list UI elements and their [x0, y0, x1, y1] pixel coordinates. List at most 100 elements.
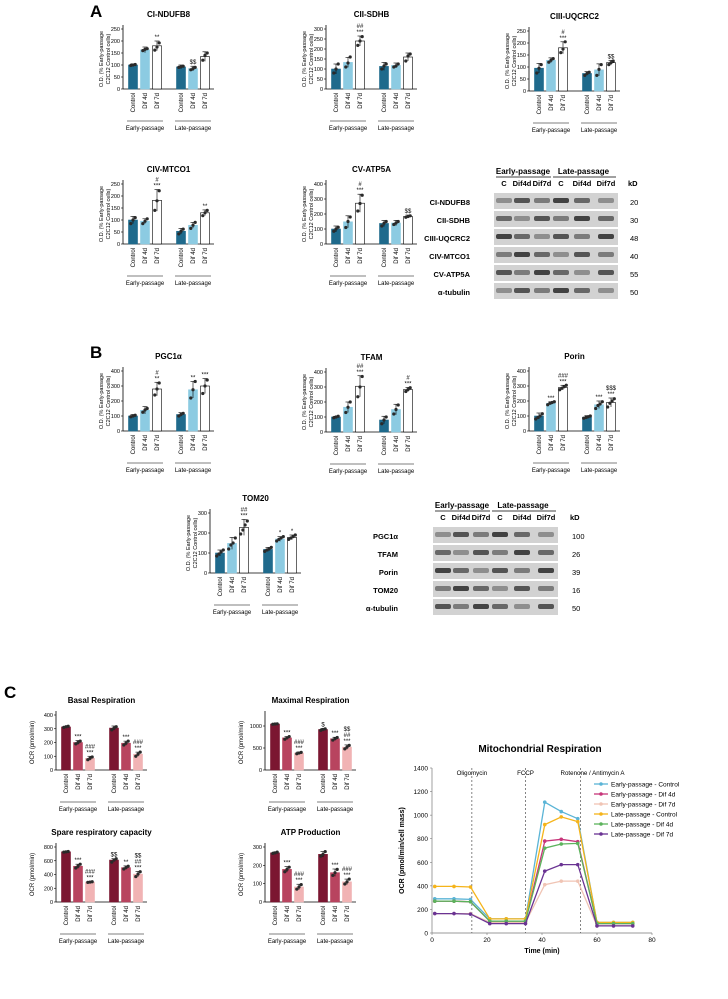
blot-band [435, 568, 451, 573]
data-point [345, 880, 349, 884]
data-point [406, 387, 410, 392]
data-point [155, 45, 159, 49]
significance-marker: $$ [608, 54, 615, 60]
legend-label: Early-passage - Control [611, 782, 680, 789]
series-point [468, 912, 473, 916]
data-point [408, 52, 412, 56]
data-point [138, 870, 142, 874]
significance-marker: ### *** [294, 740, 305, 752]
y-tick-label: 0 [259, 768, 262, 774]
series-point [630, 924, 635, 928]
blot-row-label: CI-NDUFB8 [430, 198, 470, 207]
bar [85, 881, 95, 903]
x-tick-label: Control [273, 774, 279, 793]
significance-marker: ### *** [558, 373, 569, 385]
data-point [299, 882, 303, 887]
legend-label: Late-passage - Dif 4d [611, 822, 674, 829]
blot-band [598, 252, 614, 257]
blot-band [492, 568, 508, 573]
data-point [334, 227, 338, 231]
data-point [406, 54, 410, 58]
data-point [348, 55, 352, 59]
data-point [612, 397, 616, 401]
y-tick-label: 300 [517, 384, 526, 390]
x-tick-label: Dif 7d [406, 436, 412, 452]
x-tick-label: Dif 4d [76, 774, 82, 790]
x-tick-label: Dif 4d [143, 93, 149, 109]
blot-kd-value: 40 [630, 252, 638, 261]
y-tick-label: 200 [314, 47, 323, 53]
y-tick-label: 50 [520, 77, 526, 83]
x-tick-label: Dif 4d [124, 774, 130, 790]
blot-membrane [494, 211, 618, 227]
x-tick-label: Dif 7d [297, 774, 303, 790]
y-tick-label: 300 [314, 197, 323, 203]
data-point [607, 63, 611, 67]
y-tick-label: 800 [44, 845, 53, 851]
data-point [155, 387, 159, 391]
panel-label-b: B [90, 343, 102, 362]
data-point [281, 535, 285, 539]
x-tick-label: Dif 4d [285, 906, 291, 922]
y-tick-label: 100 [253, 882, 262, 888]
y-tick-label: 400 [314, 182, 323, 188]
x-tick-label: Dif 7d [203, 435, 209, 451]
significance-marker: $$ [111, 853, 118, 859]
data-point [181, 227, 185, 231]
blot-lane-label: Dif4d [452, 513, 471, 522]
x-tick-label: Control [266, 577, 272, 596]
blot-band [538, 604, 554, 609]
data-point [611, 59, 615, 63]
x-tick-label: Dif 7d [406, 248, 412, 264]
significance-marker: ## *** [356, 364, 364, 376]
group-label: Early-passage [59, 807, 98, 813]
line-y-tick-label: 0 [424, 931, 428, 938]
bar [558, 387, 568, 432]
y-tick-label: 100 [111, 63, 120, 69]
x-tick-label: Control [382, 436, 388, 455]
significance-marker: *** [74, 734, 82, 740]
data-point [233, 536, 237, 540]
bar [109, 727, 119, 771]
bar [109, 859, 119, 903]
y-axis-label: O.D. (% Early-passageC2C12 Control cells… [302, 31, 315, 87]
series-point [559, 809, 564, 814]
x-tick-label: Control [64, 774, 70, 793]
chart-spare: Spare respiratory capacity 0 200 400 600 800 O… [30, 828, 152, 945]
data-point [287, 865, 291, 869]
blot-band [514, 198, 530, 203]
blot-band [514, 604, 530, 609]
y-tick-label: 0 [320, 430, 323, 436]
x-tick-label: Dif 4d [549, 435, 555, 451]
series-point [542, 822, 547, 827]
bar [318, 854, 328, 903]
group-label: Early-passage [329, 281, 368, 287]
y-tick-label: 150 [111, 51, 120, 57]
x-tick-label: Dif 7d [358, 436, 364, 452]
y-tick-label: 1000 [250, 724, 262, 730]
significance-marker: $ [321, 722, 325, 728]
series-point [559, 815, 564, 819]
x-tick-label: Dif 4d [278, 577, 284, 593]
data-point [336, 225, 340, 229]
blot-band [492, 532, 508, 537]
data-point [295, 887, 299, 891]
blot-kd-value: 26 [572, 550, 580, 559]
panel-label-c: C [4, 683, 16, 702]
series-point [575, 819, 580, 824]
x-tick-label: Control [334, 93, 340, 112]
blot-row-label: TFAM [378, 550, 398, 559]
bar [606, 62, 616, 92]
data-point [133, 62, 137, 67]
y-tick-label: 400 [111, 369, 120, 375]
y-axis-label: O.D. (% Early-passageC2C12 Control cells… [186, 515, 199, 571]
data-point [606, 405, 610, 409]
significance-marker: *** [283, 731, 291, 737]
data-point [380, 67, 384, 71]
group-label: Late-passage [108, 939, 145, 945]
data-point [333, 871, 337, 875]
data-point [394, 64, 398, 68]
line-x-tick-label: 40 [538, 937, 546, 944]
blot-lane-label: C [558, 179, 564, 188]
significance-marker: ** [155, 35, 160, 41]
